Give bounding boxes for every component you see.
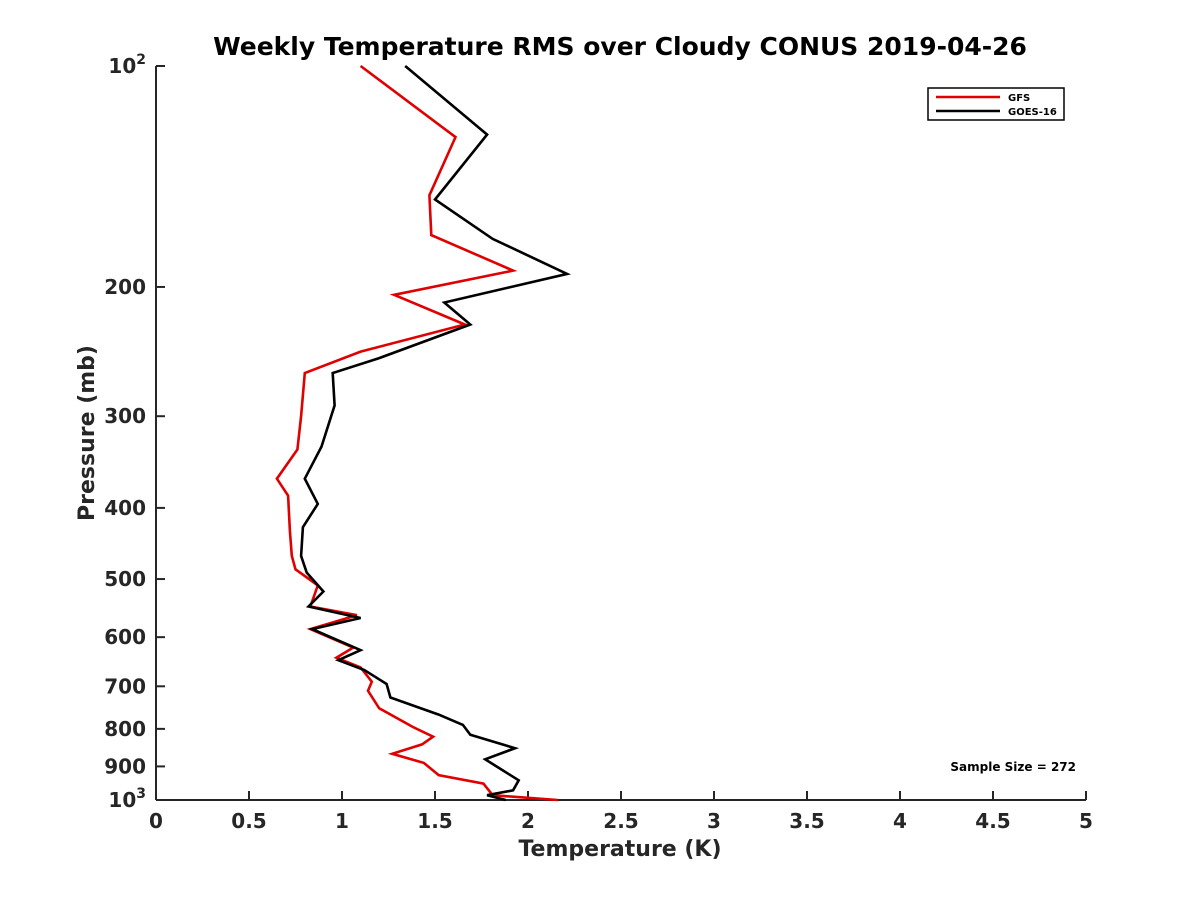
- y-tick-label: 900: [104, 754, 146, 778]
- x-tick-label: 0: [149, 809, 163, 833]
- series-line-gfs: [275, 64, 558, 802]
- chart-title: Weekly Temperature RMS over Cloudy CONUS…: [213, 32, 1027, 61]
- y-axis-label: Pressure (mb): [75, 345, 100, 521]
- x-tick-label: 1: [335, 809, 349, 833]
- x-tick-label: 5: [1079, 809, 1093, 833]
- y-tick-label: 400: [104, 496, 146, 520]
- legend-label: GOES-16: [1008, 107, 1057, 118]
- x-axis-label: Temperature (K): [518, 837, 721, 862]
- y-tick-label-base: 10: [108, 788, 136, 812]
- x-tick-label: 3.5: [789, 809, 824, 833]
- x-tick-label: 1.5: [417, 809, 452, 833]
- x-tick-label: 4: [893, 809, 907, 833]
- y-tick-label: 500: [104, 567, 146, 591]
- y-tick-label-exponent: 3: [136, 786, 146, 802]
- y-tick-label: 300: [104, 404, 146, 428]
- legend-label: GFS: [1008, 93, 1030, 104]
- x-tick-label: 3: [707, 809, 721, 833]
- x-tick-label: 2: [521, 809, 535, 833]
- series-line-goes-16: [299, 65, 572, 802]
- y-tick-label-base: 10: [108, 54, 136, 78]
- y-tick-label: 103: [108, 786, 146, 812]
- y-tick-label: 102: [108, 52, 146, 78]
- y-tick-label: 700: [104, 674, 146, 698]
- plot-area: 0 0.5 1 1.5 2 2.5 3 3.5 4 4.5 51022003004005006007…: [104, 52, 1093, 833]
- x-tick-label: 4.5: [975, 809, 1010, 833]
- y-tick-label: 200: [104, 275, 146, 299]
- y-tick-label: 800: [104, 717, 146, 741]
- legend: GFS GOES-16: [927, 87, 1065, 121]
- y-tick-label-exponent: 2: [136, 52, 146, 68]
- x-tick-label: 2.5: [603, 809, 638, 833]
- x-tick-label: 0.5: [231, 809, 266, 833]
- y-tick-label: 600: [104, 625, 146, 649]
- sample-size-annotation: Sample Size = 272: [950, 760, 1076, 774]
- legend-box: [927, 87, 1065, 121]
